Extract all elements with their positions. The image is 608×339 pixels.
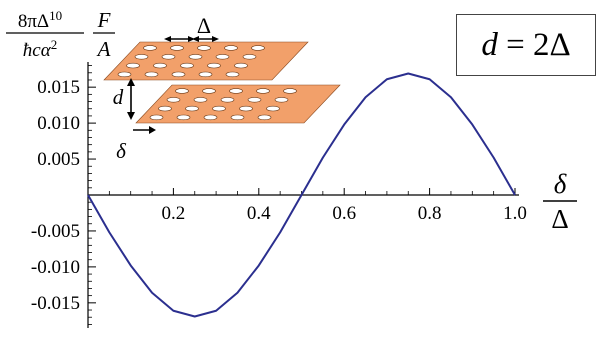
x-tick-label: 0.8 bbox=[418, 203, 442, 224]
plate-hole bbox=[176, 114, 191, 121]
x-tick-label: 0.6 bbox=[332, 203, 356, 224]
plate-hole bbox=[171, 71, 186, 78]
xlabel-numerator: δ bbox=[554, 169, 567, 199]
plate-hole bbox=[188, 54, 203, 60]
plate-hole bbox=[220, 97, 235, 103]
ylabel-prefactor-exponent: 10 bbox=[49, 8, 62, 23]
plate-hole bbox=[266, 105, 280, 112]
plate-hole bbox=[207, 62, 221, 69]
plate-hole bbox=[134, 54, 149, 60]
plate-hole bbox=[158, 105, 172, 112]
plate-hole bbox=[212, 105, 226, 112]
plate-hole bbox=[247, 97, 262, 103]
plate-hole bbox=[180, 62, 194, 69]
x-tick-label: 0.4 bbox=[247, 203, 271, 224]
bottom-plate-holes bbox=[149, 88, 297, 121]
parameter-annotation: d = 2Δ bbox=[456, 14, 596, 76]
y-tick-label: -0.010 bbox=[31, 257, 80, 278]
top-plate-holes bbox=[117, 45, 265, 78]
plate-hole bbox=[170, 45, 184, 51]
spacing-arrow bbox=[164, 36, 219, 42]
plate-hole bbox=[144, 71, 159, 78]
annotation-equals: = bbox=[497, 26, 533, 63]
y-tick-label: -0.015 bbox=[31, 293, 80, 314]
x-axis-label: δ Δ bbox=[543, 169, 577, 234]
x-tick-label: 1.0 bbox=[503, 203, 527, 224]
plate-hole bbox=[234, 62, 248, 69]
bottom-plate bbox=[135, 84, 341, 124]
plate-hole bbox=[126, 62, 140, 69]
plate-hole bbox=[215, 54, 230, 60]
tick-labels: 0.2 0.4 0.6 0.8 1.0 0.015 0.010 0.005 -0.005 -0.0… bbox=[31, 77, 527, 314]
y-tick-label: -0.005 bbox=[31, 221, 80, 242]
axis-ticks bbox=[88, 65, 516, 325]
ylabel-denominator-exponent: 2 bbox=[51, 37, 58, 52]
plate-hole bbox=[242, 54, 257, 60]
svg-text:8πΔ10: 8πΔ10 bbox=[18, 8, 62, 32]
plate-hole bbox=[193, 97, 208, 103]
xlabel-denominator: Δ bbox=[551, 204, 568, 234]
separation-arrow bbox=[127, 78, 135, 120]
plate-hole bbox=[239, 105, 253, 112]
plate-hole bbox=[198, 71, 213, 78]
ylabel-prefactor-denominator: ħcα bbox=[23, 40, 52, 61]
plate-hole bbox=[225, 71, 240, 78]
plate-hole bbox=[283, 88, 297, 94]
y-tick-label: 0.010 bbox=[37, 113, 80, 134]
plates-inset: Δ d δ bbox=[103, 13, 341, 163]
plate-hole bbox=[153, 62, 167, 69]
plate-hole bbox=[257, 114, 272, 121]
plate-hole bbox=[274, 97, 289, 103]
y-tick-label: 0.005 bbox=[37, 149, 80, 170]
plate-hole bbox=[251, 45, 265, 51]
top-plate bbox=[103, 41, 309, 81]
plate-hole bbox=[202, 88, 216, 94]
annotation-rhs: 2Δ bbox=[532, 26, 571, 63]
ylabel-fraction-numerator: F bbox=[97, 8, 111, 32]
plate-hole bbox=[224, 45, 238, 51]
x-tick-label: 0.2 bbox=[162, 203, 186, 224]
y-axis-label: 8πΔ10 ħcα2 F A bbox=[6, 8, 115, 61]
svg-text:ħcα2: ħcα2 bbox=[23, 37, 57, 61]
shift-label: δ bbox=[116, 139, 127, 163]
shift-arrow bbox=[133, 126, 156, 134]
data-series-line bbox=[87, 72, 516, 318]
plate-hole bbox=[117, 71, 132, 78]
annotation-lhs: d bbox=[481, 26, 498, 63]
plate-hole bbox=[256, 88, 270, 94]
plate-hole bbox=[203, 114, 218, 121]
ylabel-prefactor-numerator: 8πΔ bbox=[18, 11, 49, 32]
plate-hole bbox=[143, 45, 157, 51]
y-tick-label: 0.015 bbox=[37, 77, 80, 98]
spacing-label: Δ bbox=[197, 13, 211, 38]
plate-hole bbox=[166, 97, 181, 103]
plate-hole bbox=[229, 88, 243, 94]
plate-hole bbox=[185, 105, 199, 112]
plate-hole bbox=[230, 114, 245, 121]
ylabel-fraction-denominator: A bbox=[96, 37, 111, 61]
plate-hole bbox=[197, 45, 211, 51]
separation-label: d bbox=[113, 85, 124, 109]
plate-hole bbox=[175, 88, 189, 94]
plate-hole bbox=[149, 114, 164, 121]
plate-hole bbox=[161, 54, 176, 60]
